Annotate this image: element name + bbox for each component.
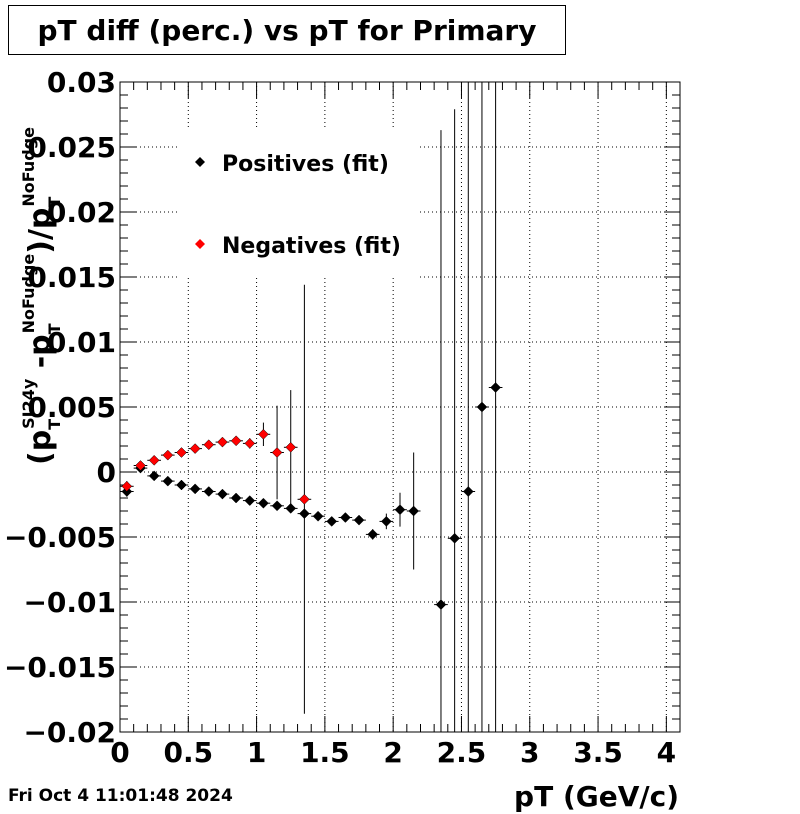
y-tick-label: −0.01 xyxy=(23,586,116,619)
point-negatives xyxy=(203,439,215,451)
point-negatives xyxy=(285,441,297,453)
point-positives xyxy=(203,486,215,497)
point-positives xyxy=(312,510,324,522)
point-positives xyxy=(230,492,242,504)
ylabel-sup-2: NoFudge xyxy=(19,254,38,334)
point-positives xyxy=(326,516,338,527)
point-positives xyxy=(244,495,256,506)
point-positives xyxy=(285,503,297,514)
point-positives xyxy=(217,488,228,500)
y-tick-label: 0.03 xyxy=(47,66,116,99)
y-tick-label: 0.015 xyxy=(27,261,116,294)
y-tick-labels: −0.02 −0.015 −0.01 −0.005 0 0.005 0.01 0.015 0.0… xyxy=(4,66,116,749)
ylabel-sup-1: SI24y xyxy=(19,378,38,429)
legend-label-positives: Positives (fit) xyxy=(222,152,389,177)
point-positives xyxy=(490,382,501,393)
y-axis-label: (pTSI24y -pTNoFudge)/pTNoFudge xyxy=(19,127,64,465)
point-positives xyxy=(476,401,488,413)
x-tick-label: 2.5 xyxy=(437,736,487,769)
x-tick-label: 0.5 xyxy=(163,736,213,769)
point-positives xyxy=(340,512,351,523)
point-positives xyxy=(394,504,406,516)
point-negatives xyxy=(176,447,187,458)
legend: Positives (fit) Negatives (fit) xyxy=(178,128,418,278)
point-positives xyxy=(258,497,269,509)
data-points xyxy=(121,382,501,610)
point-positives xyxy=(189,483,201,495)
y-tick-label: −0.02 xyxy=(23,716,116,749)
ylabel-minus: -p xyxy=(23,334,58,378)
ylabel-open: (p xyxy=(23,430,58,465)
point-positives xyxy=(367,529,379,540)
point-positives xyxy=(408,505,420,517)
point-negatives xyxy=(244,438,256,449)
x-tick-label: 2 xyxy=(383,736,402,769)
x-tick-label: 3 xyxy=(520,736,539,769)
y-tick-label: −0.005 xyxy=(4,521,116,554)
point-positives xyxy=(380,516,392,527)
point-negatives xyxy=(230,435,242,447)
timestamp: Fri Oct 4 11:01:48 2024 xyxy=(8,786,233,806)
point-positives xyxy=(299,508,310,519)
y-tick-label: 0.025 xyxy=(27,131,116,164)
point-negatives xyxy=(189,443,201,454)
x-axis-label: pT (GeV/c) xyxy=(514,780,679,813)
point-positives xyxy=(162,475,174,487)
point-negatives xyxy=(217,436,228,448)
point-negatives xyxy=(148,454,160,466)
legend-box xyxy=(178,128,418,278)
x-tick-label: 1 xyxy=(247,736,266,769)
point-negatives xyxy=(271,447,283,458)
ylabel-sub-3: T xyxy=(45,197,64,208)
x-tick-label: 0 xyxy=(110,736,129,769)
y-tick-label: −0.015 xyxy=(4,651,116,684)
point-positives xyxy=(271,500,283,512)
y-tick-label: 0.01 xyxy=(47,326,116,359)
x-tick-labels: 0 0.5 1 1.5 2 2.5 3 3.5 4 xyxy=(110,736,676,769)
y-tick-label: 0.005 xyxy=(27,391,116,424)
x-tick-label: 3.5 xyxy=(573,736,623,769)
point-negatives xyxy=(121,480,133,492)
point-negatives xyxy=(299,493,310,505)
ylabel-close: )/p xyxy=(23,208,58,254)
ylabel-sub-1: T xyxy=(45,419,64,430)
chart-title: pT diff (perc.) vs pT for Primary xyxy=(8,5,566,55)
y-tick-label: 0.02 xyxy=(47,196,116,229)
x-tick-label: 1.5 xyxy=(300,736,350,769)
axis-ticks xyxy=(119,81,680,733)
legend-label-negatives: Negatives (fit) xyxy=(222,234,401,259)
ylabel-sup-3: NoFudge xyxy=(19,127,38,207)
x-tick-label: 4 xyxy=(657,736,676,769)
point-negatives xyxy=(258,428,269,440)
point-negatives xyxy=(135,460,146,471)
y-tick-label: 0 xyxy=(97,456,116,489)
point-positives xyxy=(353,514,365,526)
point-positives xyxy=(435,599,447,610)
point-positives xyxy=(462,486,474,497)
point-positives xyxy=(176,479,187,491)
ylabel-sub-2: T xyxy=(45,323,64,334)
point-positives xyxy=(148,470,160,482)
legend-marker-negatives xyxy=(195,239,205,249)
legend-marker-positives xyxy=(195,157,205,167)
point-positives xyxy=(449,532,460,544)
point-negatives xyxy=(162,449,174,461)
